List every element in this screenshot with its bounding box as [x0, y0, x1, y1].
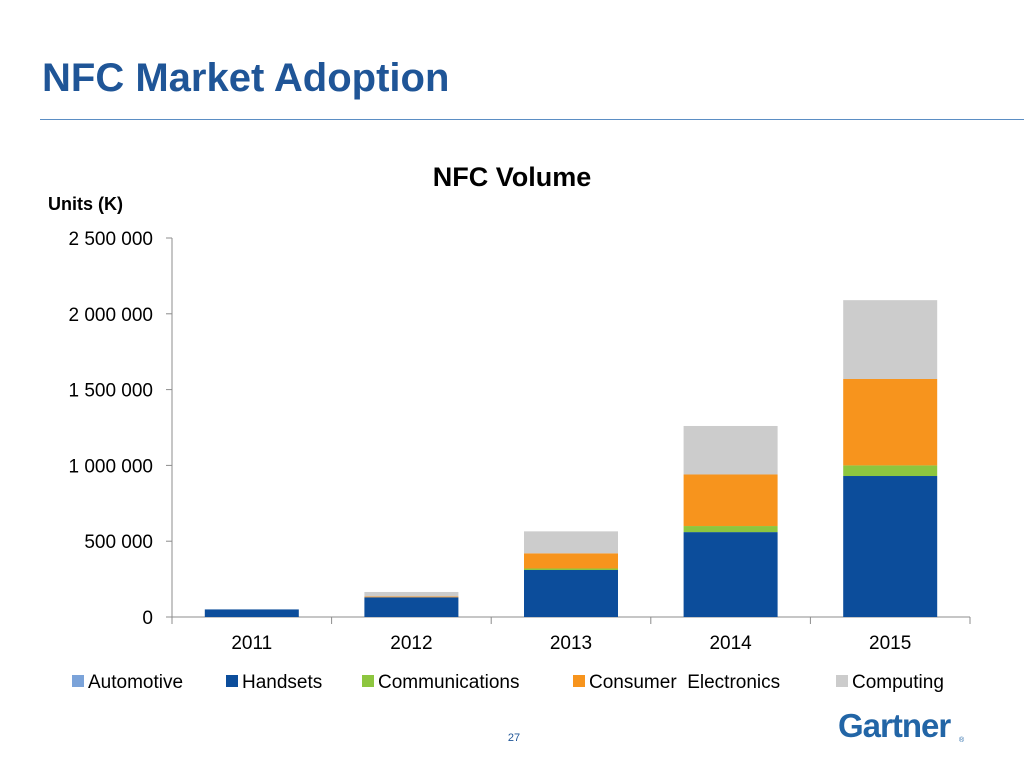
bar-handsets	[683, 532, 778, 617]
x-tick-label: 2015	[869, 633, 911, 654]
chart-title: NFC Volume	[433, 162, 592, 192]
gartner-logo: Gartner	[838, 707, 951, 744]
y-tick-label: 1 500 000	[68, 381, 153, 402]
bar-computing	[843, 300, 938, 379]
legend-swatch	[72, 675, 84, 687]
legend-label: Computing	[852, 672, 944, 693]
bar-handsets	[843, 476, 938, 617]
page-number: 27	[507, 732, 521, 744]
bar-consumer-electronics	[843, 378, 938, 466]
slide-title: NFC Market Adoption	[42, 56, 450, 100]
bar-computing	[364, 591, 459, 597]
y-tick-label: 500 000	[84, 532, 153, 553]
bar-communications	[683, 526, 778, 533]
registered-mark: ®	[959, 737, 965, 744]
bar-communications	[524, 568, 618, 571]
bar-communications	[843, 465, 938, 477]
legend-label: Automotive	[88, 672, 183, 693]
legend-swatch	[573, 675, 585, 687]
bar-handsets	[364, 597, 459, 617]
bar-consumer-electronics	[524, 553, 618, 569]
x-tick-label: 2014	[709, 633, 752, 654]
y-tick-label: 0	[142, 608, 153, 629]
title-divider	[40, 119, 1024, 120]
bar-handsets	[524, 570, 618, 617]
legend-swatch	[362, 675, 374, 687]
legend-swatch	[226, 675, 238, 687]
y-tick-label: 2 500 000	[68, 229, 153, 250]
x-tick-label: 2013	[550, 633, 592, 654]
bar-consumer-electronics	[364, 596, 459, 598]
legend-swatch	[836, 675, 848, 687]
bar-handsets	[204, 609, 299, 617]
y-tick-label: 1 000 000	[68, 456, 153, 477]
y-tick-label: 2 000 000	[68, 305, 153, 326]
y-axis-label: Units (K)	[48, 194, 123, 214]
x-tick-label: 2011	[231, 633, 272, 654]
legend-label: Communications	[378, 672, 520, 693]
legend-label: Consumer Electronics	[589, 672, 780, 693]
bar-computing	[683, 425, 778, 475]
bar-computing	[524, 531, 618, 554]
x-tick-label: 2012	[390, 633, 432, 654]
bar-consumer-electronics	[683, 474, 778, 527]
legend-label: Handsets	[242, 672, 322, 693]
